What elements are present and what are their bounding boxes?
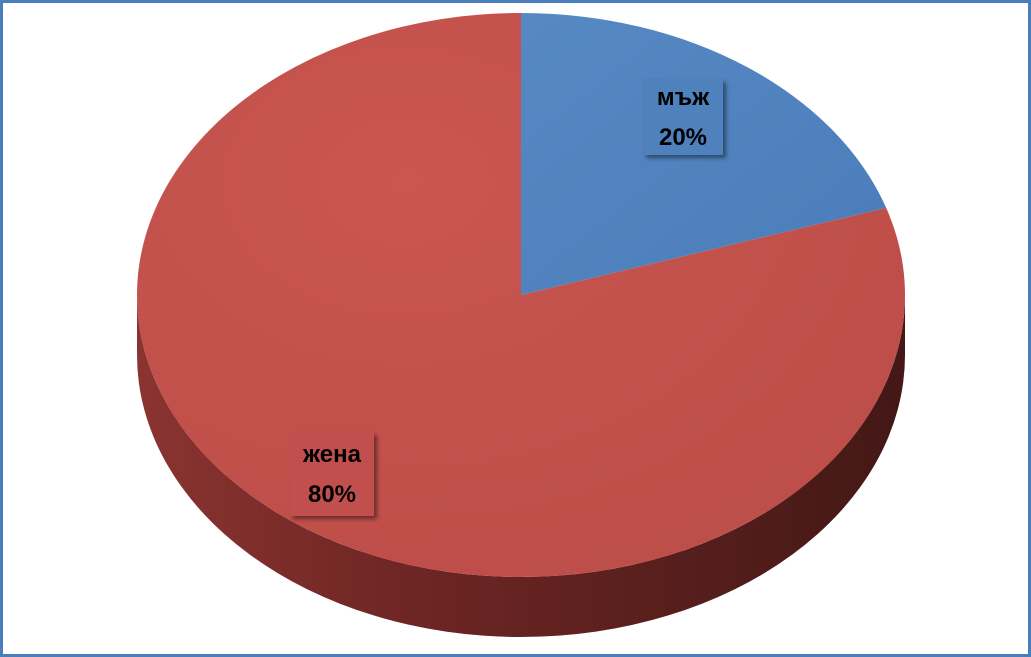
slice-label-female-category: жена (302, 441, 362, 468)
slice-label-male-category: мъж (657, 84, 710, 111)
slice-label-female-percent: 80% (308, 481, 356, 508)
slice-label-male-box (643, 79, 723, 155)
slice-label-male (643, 79, 723, 155)
slice-labels: мъж 20% жена 80% (290, 79, 723, 516)
pie-slices (137, 13, 906, 578)
slice-label-female (290, 432, 374, 516)
pie-side-wall (137, 295, 905, 637)
slice-label-female-box (290, 432, 374, 516)
slice-label-male-percent: 20% (659, 124, 707, 151)
